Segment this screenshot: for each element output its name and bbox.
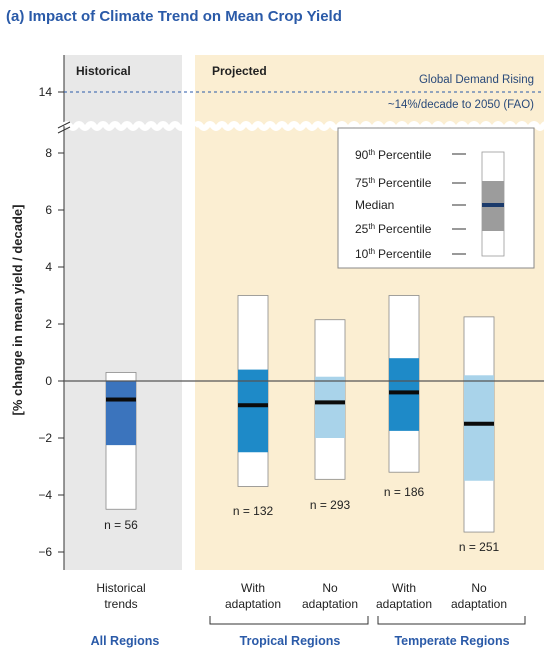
global-demand-label: Global Demand Rising (419, 74, 534, 86)
axis-break-historical (61, 121, 187, 131)
fao-rate-label: ~14%/decade to 2050 (FAO) (388, 99, 534, 111)
chart-title: (a) Impact of Climate Trend on Mean Crop… (6, 8, 342, 25)
historical-panel-label: Historical (76, 64, 131, 78)
legend-p90: 90th Percentile (355, 148, 432, 162)
box-trop-noadapt-iqr (315, 376, 345, 438)
box-temp-adapt-median (389, 390, 419, 395)
y-tick-label: 0 (45, 374, 52, 388)
box-trop-adapt-iqr (238, 369, 268, 453)
legend: 90th Percentile 75th Percentile Median 25t… (337, 127, 535, 269)
y-tick-label: −6 (38, 545, 52, 559)
box-trop-noadapt-n-label: n = 293 (310, 498, 351, 512)
y-tick-label: −2 (38, 431, 52, 445)
group-label-tropical: Tropical Regions (240, 634, 341, 648)
y-tick-label: 2 (45, 317, 52, 331)
group-brackets (209, 616, 526, 625)
box-historical-median (106, 397, 136, 402)
legend-median: Median (355, 198, 394, 212)
x-category-labels: Historical trends With adaptation No adaptati… (96, 581, 507, 611)
axis-break-projected (192, 121, 549, 131)
x-label-trop-adapt-line1: With (241, 581, 265, 595)
group-label-all-regions: All Regions (91, 634, 160, 648)
x-label-historical-line2: trends (104, 597, 137, 611)
box-temp-adapt-iqr (389, 358, 419, 431)
axis-break-mark (57, 121, 71, 134)
boxes: n = 56 n = 132 n = 293 n = 186 n = 251 (64, 295, 544, 554)
x-label-historical-line1: Historical (96, 581, 145, 595)
box-temp-noadapt-iqr (464, 375, 494, 481)
y-tick-label: 4 (45, 260, 52, 274)
x-label-trop-noadapt-line1: No (322, 581, 338, 595)
y-axis-label: [% change in mean yield / decade] (10, 205, 25, 416)
y-tick-label: −4 (38, 488, 52, 502)
box-trop-adapt-median (238, 403, 268, 408)
legend-p25: 25th Percentile (355, 222, 432, 236)
y-tick-label: 6 (45, 203, 52, 217)
box-trop-noadapt-median (315, 400, 345, 405)
box-historical-iqr (106, 381, 136, 446)
box-historical-n-label: n = 56 (104, 518, 138, 532)
y-tick-label: 8 (45, 146, 52, 160)
group-label-temperate: Temperate Regions (394, 634, 509, 648)
x-label-temp-noadapt-line1: No (471, 581, 487, 595)
legend-median-bar (482, 203, 504, 207)
box-temp-noadapt-median (464, 421, 494, 426)
projected-panel-label: Projected (212, 64, 267, 78)
legend-p75: 75th Percentile (355, 176, 432, 190)
y-tick-label: 14 (39, 85, 53, 99)
box-temp-noadapt-n-label: n = 251 (459, 540, 500, 554)
x-label-temp-adapt-line1: With (392, 581, 416, 595)
x-label-temp-adapt-line2: adaptation (376, 597, 432, 611)
box-trop-adapt-n-label: n = 132 (233, 504, 274, 518)
legend-p10: 10th Percentile (355, 247, 432, 261)
x-label-trop-noadapt-line2: adaptation (302, 597, 358, 611)
x-label-trop-adapt-line2: adaptation (225, 597, 281, 611)
x-label-temp-noadapt-line2: adaptation (451, 597, 507, 611)
y-ticks: −6 −4 −2 0 2 4 6 8 14 (38, 85, 64, 559)
box-temp-adapt-n-label: n = 186 (384, 485, 425, 499)
